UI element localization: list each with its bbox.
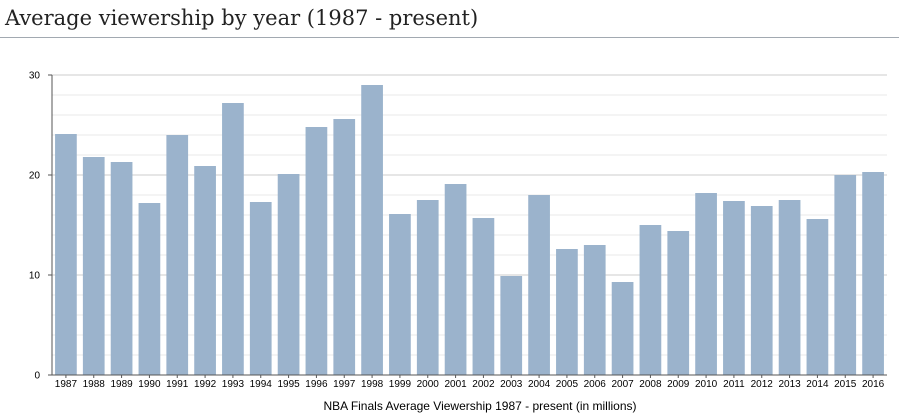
x-tick-label: 1995 [277, 379, 300, 390]
x-tick-label: 1987 [55, 379, 78, 390]
x-tick-label: 1988 [83, 379, 106, 390]
x-tick-label: 2002 [472, 379, 495, 390]
x-tick-label: 2010 [695, 379, 718, 390]
x-tick-label: 1989 [110, 379, 133, 390]
bar-2011 [723, 201, 745, 375]
bar-1988 [82, 157, 105, 375]
y-tick-labels: 0 10 20 30 [29, 71, 41, 382]
x-tick-label: 1998 [361, 379, 384, 390]
y-tick-label: 20 [29, 171, 41, 182]
x-tick-label: 2003 [500, 379, 523, 390]
x-tick-label: 1992 [194, 379, 217, 390]
x-tick-label: 2013 [778, 379, 801, 390]
bar-2014 [806, 219, 829, 375]
bar-1992 [194, 166, 216, 375]
x-tick-label: 2000 [417, 379, 440, 390]
bar-1995 [277, 174, 300, 375]
bar-1993 [222, 103, 244, 375]
y-tick-label: 30 [29, 71, 41, 82]
x-tick-label: 1996 [305, 379, 328, 390]
x-tick-label: 2016 [862, 379, 885, 390]
bar-2015 [834, 175, 857, 375]
x-tick-label: 2007 [611, 379, 634, 390]
axes [48, 74, 887, 378]
bar-1990 [138, 203, 161, 375]
bar-2008 [639, 225, 662, 375]
x-tick-label: 1994 [250, 379, 273, 390]
x-axis-title: NBA Finals Average Viewership 1987 - pre… [323, 399, 636, 413]
bar-2010 [695, 193, 717, 375]
bar-2009 [667, 231, 690, 375]
bar-1999 [389, 214, 411, 375]
bar-1991 [166, 135, 189, 375]
x-tick-label: 1997 [333, 379, 356, 390]
bar-2005 [556, 249, 578, 375]
x-tick-label: 2014 [806, 379, 829, 390]
x-tick-label: 2005 [556, 379, 579, 390]
bar-1998 [361, 85, 383, 375]
x-tick-label: 2015 [834, 379, 857, 390]
bar-2007 [611, 282, 634, 375]
gridlines [52, 74, 887, 356]
bar-1997 [333, 119, 356, 375]
x-tick-label: 2011 [723, 379, 745, 390]
x-tick-label: 1993 [222, 379, 245, 390]
bar-2002 [472, 218, 495, 375]
bar-2006 [583, 245, 606, 375]
y-tick-label: 10 [29, 271, 41, 282]
bar-1989 [110, 162, 133, 375]
x-tick-labels: 1987 1988 1989 1990 1991 1992 1993 1994 1995 1996… [55, 379, 885, 390]
x-tick-label: 2004 [528, 379, 551, 390]
bar-1994 [249, 202, 272, 375]
bar-1987 [55, 134, 77, 375]
x-tick-label: 2006 [584, 379, 607, 390]
bars [55, 85, 884, 375]
x-tick-label: 1990 [138, 379, 161, 390]
bar-2003 [500, 276, 523, 375]
page-title: Average viewership by year (1987 - prese… [5, 6, 479, 30]
bar-2016 [862, 172, 884, 375]
x-tick-label: 2008 [639, 379, 662, 390]
bar-2000 [416, 200, 439, 375]
bar-1996 [305, 127, 328, 375]
x-tick-label: 1999 [389, 379, 412, 390]
y-tick-label: 0 [34, 371, 40, 382]
x-tick-label: 2009 [667, 379, 690, 390]
x-tick-label: 2012 [751, 379, 774, 390]
bar-2001 [444, 184, 467, 375]
x-tick-label: 1991 [166, 379, 189, 390]
bar-2013 [778, 200, 801, 375]
title-divider [0, 37, 899, 38]
bar-2012 [750, 206, 773, 375]
bar-2004 [528, 195, 550, 375]
x-tick-label: 2001 [444, 379, 467, 390]
